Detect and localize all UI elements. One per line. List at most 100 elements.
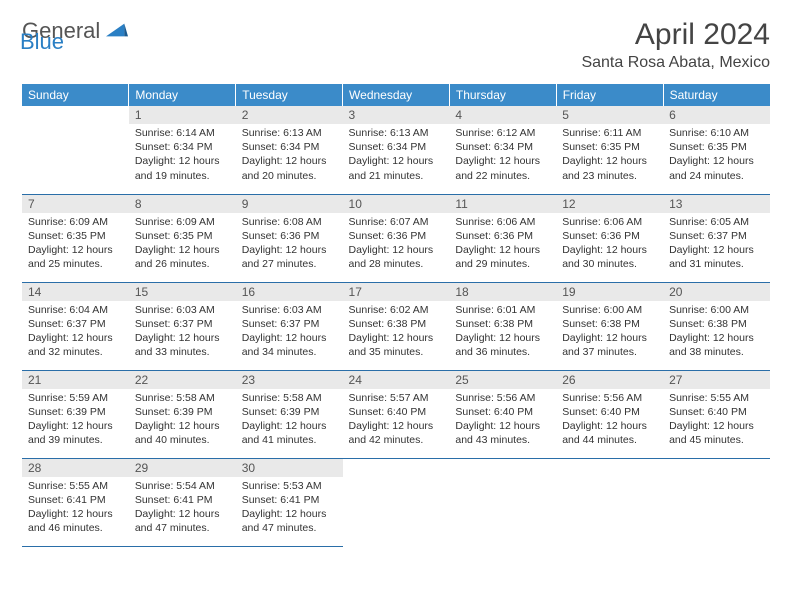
day-line-sr: Sunrise: 5:53 AM [242, 479, 337, 493]
day-data: Sunrise: 6:11 AMSunset: 6:35 PMDaylight:… [556, 124, 663, 187]
title-block: April 2024 Santa Rosa Abata, Mexico [581, 18, 770, 72]
calendar-cell: 13Sunrise: 6:05 AMSunset: 6:37 PMDayligh… [663, 194, 770, 282]
day-line-sr: Sunrise: 5:59 AM [28, 391, 123, 405]
calendar-cell: 21Sunrise: 5:59 AMSunset: 6:39 PMDayligh… [22, 370, 129, 458]
day-line-ss: Sunset: 6:40 PM [562, 405, 657, 419]
day-line-sr: Sunrise: 6:04 AM [28, 303, 123, 317]
day-line-ss: Sunset: 6:39 PM [135, 405, 230, 419]
day-number: 12 [556, 195, 663, 213]
day-data: Sunrise: 6:12 AMSunset: 6:34 PMDaylight:… [449, 124, 556, 187]
day-line-sr: Sunrise: 6:07 AM [349, 215, 444, 229]
calendar-cell: 5Sunrise: 6:11 AMSunset: 6:35 PMDaylight… [556, 106, 663, 194]
day-line-ss: Sunset: 6:41 PM [242, 493, 337, 507]
day-line-sr: Sunrise: 5:55 AM [669, 391, 764, 405]
calendar-cell: 16Sunrise: 6:03 AMSunset: 6:37 PMDayligh… [236, 282, 343, 370]
day-line-d1: Daylight: 12 hours [28, 419, 123, 433]
day-number: 30 [236, 459, 343, 477]
day-line-ss: Sunset: 6:35 PM [669, 140, 764, 154]
day-line-sr: Sunrise: 6:00 AM [562, 303, 657, 317]
day-line-d1: Daylight: 12 hours [562, 419, 657, 433]
location-label: Santa Rosa Abata, Mexico [581, 54, 770, 72]
day-line-sr: Sunrise: 6:14 AM [135, 126, 230, 140]
day-number: 6 [663, 106, 770, 124]
day-number: 23 [236, 371, 343, 389]
day-number: 21 [22, 371, 129, 389]
day-line-d1: Daylight: 12 hours [28, 243, 123, 257]
day-header-friday: Friday [556, 84, 663, 106]
day-number: 3 [343, 106, 450, 124]
day-number: 25 [449, 371, 556, 389]
day-line-d2: and 35 minutes. [349, 345, 444, 359]
day-line-d2: and 27 minutes. [242, 257, 337, 271]
day-line-d1: Daylight: 12 hours [242, 331, 337, 345]
day-line-ss: Sunset: 6:34 PM [242, 140, 337, 154]
day-line-d2: and 20 minutes. [242, 169, 337, 183]
day-line-d2: and 40 minutes. [135, 433, 230, 447]
day-line-d1: Daylight: 12 hours [349, 154, 444, 168]
day-line-d1: Daylight: 12 hours [242, 419, 337, 433]
day-line-ss: Sunset: 6:37 PM [135, 317, 230, 331]
day-line-ss: Sunset: 6:36 PM [562, 229, 657, 243]
day-number: 7 [22, 195, 129, 213]
day-number: 24 [343, 371, 450, 389]
day-header-tuesday: Tuesday [236, 84, 343, 106]
day-line-d2: and 45 minutes. [669, 433, 764, 447]
day-line-d1: Daylight: 12 hours [455, 331, 550, 345]
day-line-d2: and 21 minutes. [349, 169, 444, 183]
calendar-cell: 20Sunrise: 6:00 AMSunset: 6:38 PMDayligh… [663, 282, 770, 370]
calendar-cell: 11Sunrise: 6:06 AMSunset: 6:36 PMDayligh… [449, 194, 556, 282]
logo-triangle-icon [106, 21, 128, 39]
day-number-empty [663, 459, 770, 477]
calendar-week-row: 7Sunrise: 6:09 AMSunset: 6:35 PMDaylight… [22, 194, 770, 282]
day-number: 17 [343, 283, 450, 301]
calendar-cell [343, 458, 450, 546]
day-line-sr: Sunrise: 6:03 AM [135, 303, 230, 317]
day-line-sr: Sunrise: 6:01 AM [455, 303, 550, 317]
day-line-d2: and 30 minutes. [562, 257, 657, 271]
calendar-cell [663, 458, 770, 546]
day-line-ss: Sunset: 6:41 PM [28, 493, 123, 507]
day-line-d1: Daylight: 12 hours [349, 419, 444, 433]
day-line-d2: and 24 minutes. [669, 169, 764, 183]
day-number-empty [449, 459, 556, 477]
calendar-cell: 15Sunrise: 6:03 AMSunset: 6:37 PMDayligh… [129, 282, 236, 370]
calendar-cell: 27Sunrise: 5:55 AMSunset: 6:40 PMDayligh… [663, 370, 770, 458]
month-title: April 2024 [581, 18, 770, 52]
day-data: Sunrise: 6:13 AMSunset: 6:34 PMDaylight:… [236, 124, 343, 187]
calendar-cell: 29Sunrise: 5:54 AMSunset: 6:41 PMDayligh… [129, 458, 236, 546]
day-data: Sunrise: 6:09 AMSunset: 6:35 PMDaylight:… [129, 213, 236, 276]
day-line-d1: Daylight: 12 hours [135, 154, 230, 168]
header: General Blue April 2024 Santa Rosa Abata… [22, 18, 770, 72]
day-line-d1: Daylight: 12 hours [28, 331, 123, 345]
day-header-thursday: Thursday [449, 84, 556, 106]
calendar-week-row: 21Sunrise: 5:59 AMSunset: 6:39 PMDayligh… [22, 370, 770, 458]
day-line-ss: Sunset: 6:37 PM [28, 317, 123, 331]
day-line-d1: Daylight: 12 hours [562, 154, 657, 168]
day-line-sr: Sunrise: 6:12 AM [455, 126, 550, 140]
day-line-d2: and 26 minutes. [135, 257, 230, 271]
day-data: Sunrise: 5:53 AMSunset: 6:41 PMDaylight:… [236, 477, 343, 540]
day-line-sr: Sunrise: 6:09 AM [28, 215, 123, 229]
day-line-sr: Sunrise: 5:58 AM [135, 391, 230, 405]
day-line-d2: and 47 minutes. [242, 521, 337, 535]
day-line-d2: and 22 minutes. [455, 169, 550, 183]
day-line-sr: Sunrise: 6:02 AM [349, 303, 444, 317]
day-line-ss: Sunset: 6:40 PM [455, 405, 550, 419]
day-line-ss: Sunset: 6:36 PM [455, 229, 550, 243]
day-data: Sunrise: 6:00 AMSunset: 6:38 PMDaylight:… [556, 301, 663, 364]
calendar-cell: 3Sunrise: 6:13 AMSunset: 6:34 PMDaylight… [343, 106, 450, 194]
day-line-d1: Daylight: 12 hours [135, 331, 230, 345]
day-header-saturday: Saturday [663, 84, 770, 106]
calendar-cell: 19Sunrise: 6:00 AMSunset: 6:38 PMDayligh… [556, 282, 663, 370]
calendar-cell: 12Sunrise: 6:06 AMSunset: 6:36 PMDayligh… [556, 194, 663, 282]
day-number: 4 [449, 106, 556, 124]
day-data: Sunrise: 5:59 AMSunset: 6:39 PMDaylight:… [22, 389, 129, 452]
day-number: 26 [556, 371, 663, 389]
day-line-sr: Sunrise: 6:06 AM [562, 215, 657, 229]
day-line-sr: Sunrise: 5:57 AM [349, 391, 444, 405]
calendar-cell: 24Sunrise: 5:57 AMSunset: 6:40 PMDayligh… [343, 370, 450, 458]
calendar-week-row: 1Sunrise: 6:14 AMSunset: 6:34 PMDaylight… [22, 106, 770, 194]
day-line-ss: Sunset: 6:34 PM [349, 140, 444, 154]
day-data: Sunrise: 6:06 AMSunset: 6:36 PMDaylight:… [556, 213, 663, 276]
day-line-ss: Sunset: 6:38 PM [455, 317, 550, 331]
